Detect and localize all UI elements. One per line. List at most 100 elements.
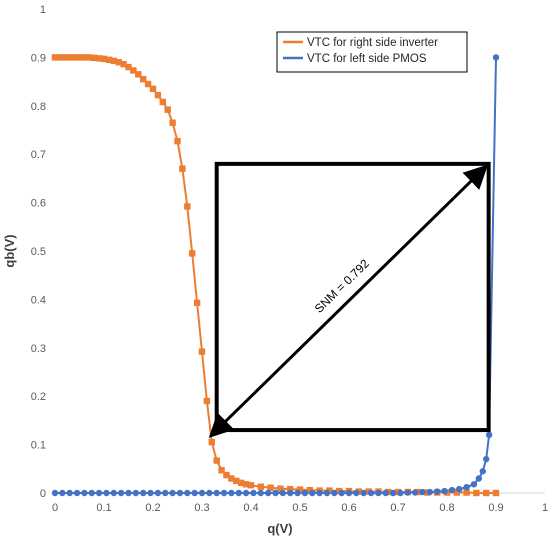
x-tick-label: 0.9 xyxy=(488,502,503,514)
data-point xyxy=(132,489,140,497)
data-point xyxy=(483,489,490,497)
y-tick-label: 0.5 xyxy=(31,246,46,258)
data-point xyxy=(218,467,225,474)
y-tick-label: 0.8 xyxy=(31,101,46,113)
data-point xyxy=(51,489,59,497)
y-tick-label: 0.9 xyxy=(31,52,46,64)
data-point xyxy=(140,489,147,497)
data-point xyxy=(169,119,176,126)
y-axis-title: qb(V) xyxy=(2,234,17,267)
data-point xyxy=(154,489,162,497)
data-point xyxy=(193,299,201,306)
data-point xyxy=(198,348,206,355)
data-point xyxy=(76,54,83,61)
series-line-0 xyxy=(55,56,496,494)
data-point xyxy=(419,488,426,496)
data-point xyxy=(103,489,110,497)
data-point xyxy=(382,489,389,497)
data-point xyxy=(296,486,304,493)
data-point xyxy=(434,488,441,495)
data-point xyxy=(179,165,186,172)
data-point xyxy=(135,71,142,78)
data-point xyxy=(191,489,198,497)
data-point xyxy=(492,489,500,497)
series-line-1 xyxy=(55,57,497,494)
x-tick-label: 0.6 xyxy=(341,502,356,514)
data-point xyxy=(389,489,397,497)
data-point xyxy=(404,489,411,496)
data-point xyxy=(169,489,176,497)
data-point xyxy=(345,489,353,497)
data-point xyxy=(267,484,274,491)
data-point xyxy=(306,486,313,494)
data-point xyxy=(206,489,213,497)
data-point xyxy=(353,489,360,497)
data-point xyxy=(56,54,64,61)
data-point xyxy=(59,489,66,497)
data-point xyxy=(309,489,316,497)
x-axis-title: q(V) xyxy=(267,521,292,536)
y-tick-label: 0.4 xyxy=(31,294,46,306)
data-point xyxy=(257,489,264,497)
data-point xyxy=(441,487,448,495)
data-point xyxy=(367,489,375,497)
legend: VTC for right side inverter VTC for left… xyxy=(276,31,468,73)
data-point xyxy=(257,483,264,490)
data-point xyxy=(66,54,73,61)
data-point xyxy=(203,397,211,405)
y-axis-ticks: 0 0.1 0.2 0.3 0.4 0.5 0.6 0.7 0.8 0.9 1 xyxy=(31,4,46,500)
data-point xyxy=(66,489,73,497)
x-tick-label: 0.3 xyxy=(194,502,209,514)
data-point xyxy=(250,489,257,497)
data-point xyxy=(213,489,220,497)
data-point xyxy=(213,457,220,464)
data-point xyxy=(331,489,338,497)
data-point xyxy=(228,489,235,497)
legend-label-left-pmos: VTC for left side PMOS xyxy=(307,53,427,65)
data-point xyxy=(397,489,404,497)
data-point xyxy=(294,489,301,497)
data-point xyxy=(492,54,500,61)
data-point xyxy=(463,489,470,496)
data-point xyxy=(154,91,162,99)
x-axis-ticks: 0 0.1 0.2 0.3 0.4 0.5 0.6 0.7 0.8 0.9 1 xyxy=(52,502,548,514)
data-point xyxy=(411,489,419,496)
data-point xyxy=(189,250,196,257)
data-point xyxy=(287,489,294,497)
data-point xyxy=(479,468,486,475)
y-tick-label: 0.2 xyxy=(31,391,46,403)
x-tick-label: 1 xyxy=(542,502,548,514)
data-point xyxy=(95,55,103,62)
data-point xyxy=(473,489,480,497)
data-point xyxy=(242,489,250,497)
data-point xyxy=(264,489,272,497)
data-point xyxy=(147,489,154,497)
data-point xyxy=(220,489,228,497)
data-point xyxy=(228,475,235,482)
y-tick-label: 0.1 xyxy=(31,440,46,452)
x-tick-label: 0 xyxy=(52,502,58,514)
data-point xyxy=(483,455,490,463)
data-point xyxy=(338,489,345,497)
data-point xyxy=(120,60,127,68)
data-point xyxy=(61,54,68,61)
data-point xyxy=(144,80,152,88)
data-point xyxy=(242,481,250,488)
data-point xyxy=(115,59,122,66)
data-point xyxy=(174,137,181,145)
data-point xyxy=(238,479,245,487)
snm-diagonal-arrow xyxy=(208,164,489,438)
data-point xyxy=(198,489,206,497)
data-point xyxy=(91,54,98,62)
data-point xyxy=(287,485,294,493)
legend-label-right-inverter: VTC for right side inverter xyxy=(307,37,438,49)
data-point xyxy=(117,489,125,497)
x-tick-label: 0.2 xyxy=(145,502,160,514)
data-point xyxy=(159,98,166,106)
data-point xyxy=(475,475,483,482)
x-tick-label: 0.5 xyxy=(292,502,307,514)
data-point xyxy=(105,56,113,64)
y-tick-label: 0.6 xyxy=(31,198,46,210)
data-point xyxy=(95,489,103,497)
data-point xyxy=(110,489,118,497)
